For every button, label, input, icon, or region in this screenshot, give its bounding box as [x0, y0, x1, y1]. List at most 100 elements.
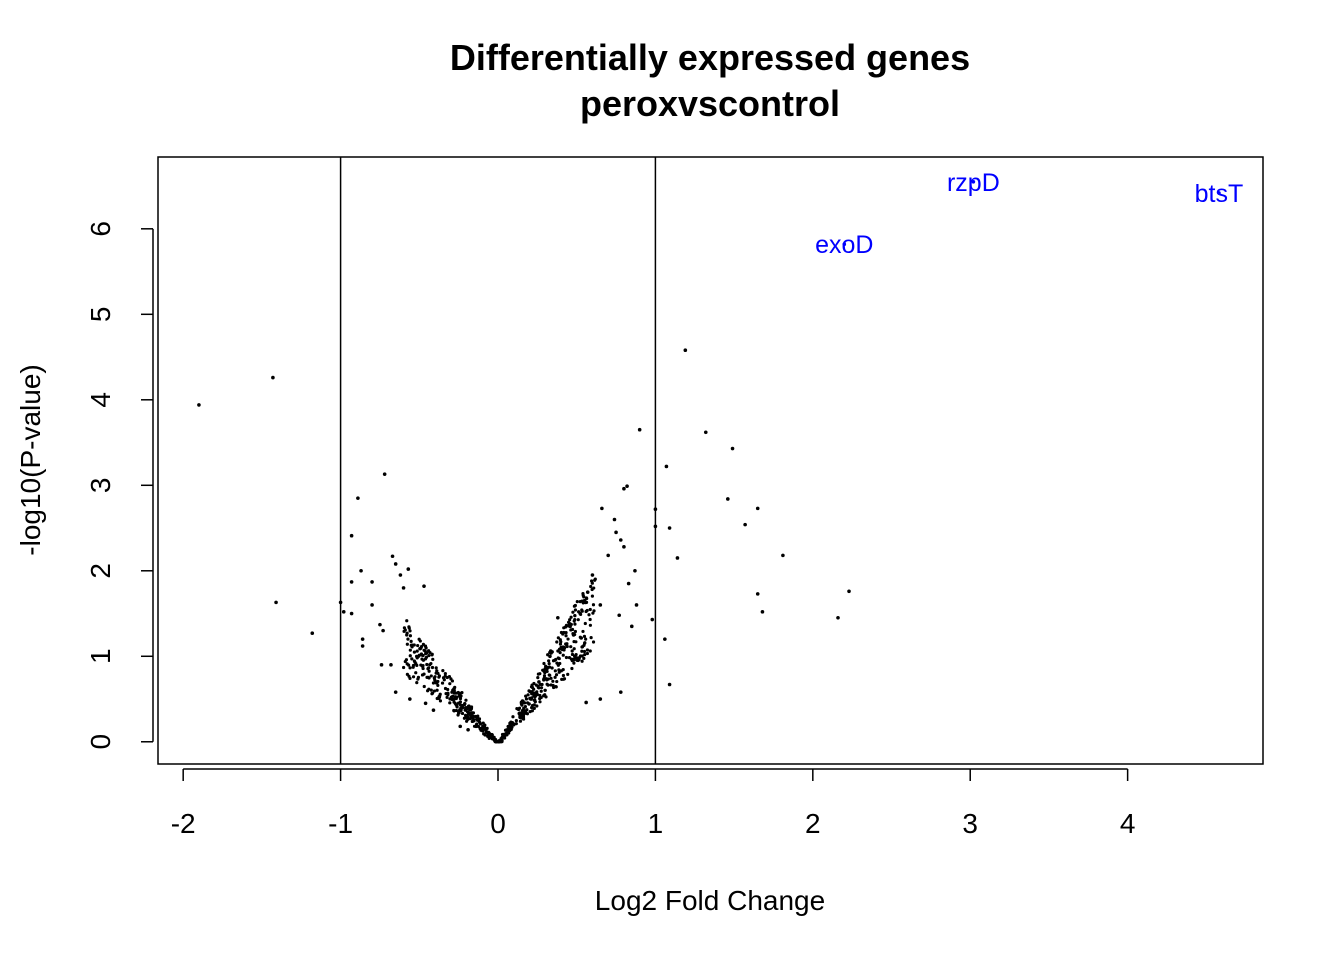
data-point — [422, 672, 426, 676]
data-point — [441, 676, 446, 680]
data-point — [539, 695, 543, 700]
data-point — [370, 603, 374, 607]
data-point — [554, 673, 559, 677]
data-point — [569, 645, 573, 649]
data-point — [576, 618, 580, 622]
data-point — [443, 672, 447, 676]
data-point — [743, 522, 747, 527]
data-point — [549, 649, 553, 653]
data-point — [389, 663, 393, 667]
y-axis-label: -log10(P-value) — [15, 364, 46, 555]
data-point — [466, 717, 470, 721]
data-point — [581, 593, 585, 597]
data-point — [411, 665, 415, 669]
data-point — [535, 690, 539, 694]
data-point — [573, 618, 577, 622]
data-point — [432, 689, 437, 693]
data-point — [448, 701, 452, 705]
data-point — [598, 697, 603, 701]
data-point — [588, 617, 592, 622]
data-point — [423, 701, 428, 706]
data-point — [515, 707, 519, 711]
data-point — [675, 556, 680, 560]
data-point — [556, 616, 560, 620]
data-point — [408, 629, 412, 633]
data-point — [573, 614, 577, 618]
data-point — [427, 669, 431, 673]
data-point — [546, 653, 550, 657]
data-point — [414, 671, 418, 675]
data-point — [614, 530, 618, 535]
data-point — [571, 610, 575, 614]
data-point — [554, 657, 558, 662]
data-point — [561, 653, 565, 657]
data-point — [429, 674, 433, 678]
data-point — [836, 616, 840, 620]
data-point — [703, 430, 708, 435]
data-point — [590, 573, 595, 577]
data-point — [430, 691, 435, 695]
data-point — [557, 668, 561, 672]
data-point — [589, 584, 593, 589]
data-point — [405, 642, 409, 646]
data-point — [454, 708, 458, 713]
data-point — [457, 711, 461, 715]
data-point — [582, 656, 586, 660]
data-point — [433, 675, 437, 679]
data-point — [531, 686, 535, 690]
data-point — [585, 608, 589, 613]
data-point — [483, 733, 487, 737]
data-point — [434, 666, 438, 670]
data-point — [471, 711, 476, 715]
data-point — [560, 677, 564, 681]
data-point — [542, 674, 547, 678]
data-point — [434, 671, 438, 675]
data-point — [622, 486, 626, 491]
gene-label: exoD — [815, 231, 873, 259]
data-point — [349, 533, 354, 538]
data-point — [484, 729, 488, 733]
data-point — [411, 675, 416, 679]
data-point — [475, 717, 479, 721]
data-point — [573, 622, 577, 626]
data-point — [500, 732, 505, 737]
data-point — [582, 634, 587, 638]
data-point — [408, 666, 412, 670]
data-point — [566, 672, 570, 676]
data-point — [667, 526, 672, 530]
data-point — [438, 699, 443, 703]
y-tick-label: 1 — [85, 648, 116, 664]
data-point — [618, 690, 623, 694]
data-point — [589, 636, 593, 640]
data-point — [847, 589, 851, 594]
data-point — [422, 584, 426, 588]
data-point — [755, 506, 760, 511]
data-point — [574, 640, 578, 644]
data-point — [553, 669, 557, 673]
data-point — [430, 653, 434, 657]
data-point — [410, 657, 414, 661]
data-point — [544, 695, 548, 699]
data-point — [406, 637, 410, 641]
highlight-point — [971, 179, 976, 184]
data-point — [583, 621, 587, 626]
data-point — [535, 704, 539, 708]
data-point — [491, 736, 495, 740]
data-point — [584, 637, 588, 641]
data-point — [524, 694, 528, 698]
data-point — [393, 690, 398, 694]
data-point — [634, 603, 639, 607]
data-point — [579, 636, 583, 640]
data-point — [349, 580, 354, 584]
data-point — [580, 659, 584, 663]
data-point — [338, 600, 343, 605]
data-point — [528, 697, 532, 701]
data-point — [478, 722, 483, 726]
data-point — [349, 611, 354, 616]
data-point — [633, 568, 637, 573]
data-point — [547, 665, 552, 669]
data-point — [405, 619, 409, 623]
data-point — [402, 665, 406, 670]
data-point — [584, 596, 589, 600]
data-point — [584, 700, 588, 705]
